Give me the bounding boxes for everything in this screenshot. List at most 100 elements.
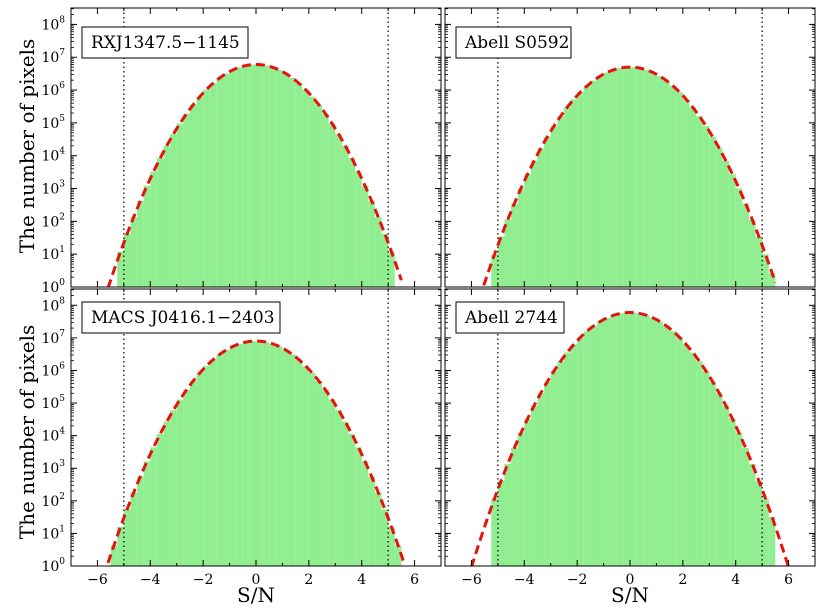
histogram-bar	[504, 219, 512, 287]
histogram-bar	[262, 342, 270, 566]
x-tick-label: 6	[410, 572, 419, 588]
histogram-bar	[656, 76, 664, 287]
histogram-bar	[583, 331, 591, 566]
histogram-bar	[682, 99, 690, 287]
histogram-bar	[517, 188, 525, 287]
histogram-bar	[137, 200, 144, 287]
y-tick-label: 102	[41, 212, 65, 230]
y-tick-label: 101	[41, 524, 65, 542]
histogram-bar	[610, 69, 617, 287]
histogram-bar	[603, 72, 611, 287]
histogram-bar	[643, 315, 650, 566]
histogram-bar	[491, 498, 498, 566]
histogram-bar	[170, 410, 177, 566]
histogram-bar	[530, 405, 538, 566]
histogram-bar	[295, 359, 303, 566]
histogram-bar	[570, 99, 578, 287]
histogram-bar	[348, 158, 356, 287]
histogram-bar	[374, 492, 382, 566]
histogram-bar	[137, 476, 144, 566]
histogram-bar	[262, 65, 270, 287]
histogram-bar	[702, 371, 710, 566]
x-tick-label: −2	[567, 572, 588, 588]
histogram-bar	[348, 434, 356, 566]
histogram-bar	[524, 418, 531, 566]
histogram-bar	[183, 389, 190, 566]
panel-label-box	[455, 301, 565, 334]
histogram-bar	[269, 67, 276, 287]
histogram-bar	[768, 273, 776, 287]
x-tick-label: 4	[357, 572, 366, 588]
histogram-bar	[570, 344, 578, 566]
x-axis-label-right: S/N	[611, 583, 649, 607]
histogram-bar	[497, 480, 505, 566]
histogram-bar	[623, 312, 630, 566]
histogram-bar	[163, 145, 171, 287]
y-tick-label: 108	[41, 296, 65, 314]
histogram-bar	[563, 352, 571, 566]
histogram-bar	[275, 69, 283, 287]
histogram-bar	[295, 83, 303, 287]
histogram-bar	[742, 447, 749, 566]
histogram-bar	[150, 171, 157, 287]
histogram-bar	[702, 126, 710, 287]
x-tick-label: 0	[252, 572, 261, 588]
y-tick-label: 103	[41, 180, 65, 198]
panel-label: RXJ1347.5−1145	[91, 33, 240, 53]
histogram-bar	[544, 381, 551, 566]
histogram-bar	[229, 346, 237, 566]
y-tick-label: 100	[41, 557, 65, 575]
panel-label: MACS J0416.1−2403	[91, 308, 275, 328]
histogram-bar	[768, 516, 776, 566]
y-axis-label-top: The number of pixels	[15, 39, 39, 253]
histogram-bar	[156, 434, 164, 566]
histogram-bar	[511, 447, 518, 566]
histogram-bar	[222, 73, 230, 287]
histogram-bar	[537, 148, 545, 287]
histogram-bar	[275, 346, 283, 566]
panel-label-box	[81, 26, 249, 59]
histogram	[491, 312, 776, 566]
y-tick-label: 106	[41, 81, 65, 99]
histogram-bar	[504, 463, 512, 566]
histogram-bar	[355, 447, 362, 566]
histogram-bar	[315, 380, 323, 566]
panel-label: Abell S0592	[464, 33, 569, 53]
histogram-bar	[577, 337, 584, 566]
histogram-bar	[583, 85, 591, 287]
histogram-bar	[216, 354, 223, 566]
histogram-bar	[315, 104, 323, 287]
histogram-bar	[682, 344, 690, 566]
histogram-bar	[388, 526, 395, 566]
histogram-bar	[656, 321, 664, 566]
histogram-bar	[663, 325, 670, 566]
histogram-bar	[511, 203, 518, 287]
panel-label-box	[455, 26, 572, 59]
histogram-bar	[742, 203, 749, 287]
panels: 100 101 102 103 104 105 106 107 108 RXJ1347.5−114…	[41, 7, 816, 588]
x-axis-label-left: S/N	[237, 583, 275, 607]
y-tick-label: 102	[41, 492, 65, 510]
histogram-bar	[755, 480, 763, 566]
histogram-bar	[183, 113, 190, 287]
histogram-bar	[669, 331, 677, 566]
histogram-bar	[341, 145, 349, 287]
histogram-bar	[322, 389, 329, 566]
histogram-bar	[394, 545, 402, 566]
panel-label-box	[81, 301, 281, 334]
histogram-bar	[242, 342, 250, 566]
histogram-bar	[722, 405, 730, 566]
histogram-bar	[249, 341, 256, 566]
y-tick-label: 105	[41, 394, 65, 412]
histogram-bar	[663, 80, 670, 287]
histogram-bar	[748, 463, 756, 566]
histogram-bar	[623, 67, 630, 287]
y-axis-label-bottom: The number of pixels	[15, 325, 39, 539]
histogram-bar	[117, 526, 124, 566]
x-tick-label: 6	[784, 572, 793, 588]
histogram-bar	[130, 492, 138, 566]
histogram-bar	[689, 352, 697, 566]
histogram-bar	[557, 361, 564, 566]
panel-1: 100 101 102 103 104 105 106 107 108 RXJ1347.5−114…	[41, 7, 442, 296]
y-tick-label: 104	[41, 147, 65, 165]
